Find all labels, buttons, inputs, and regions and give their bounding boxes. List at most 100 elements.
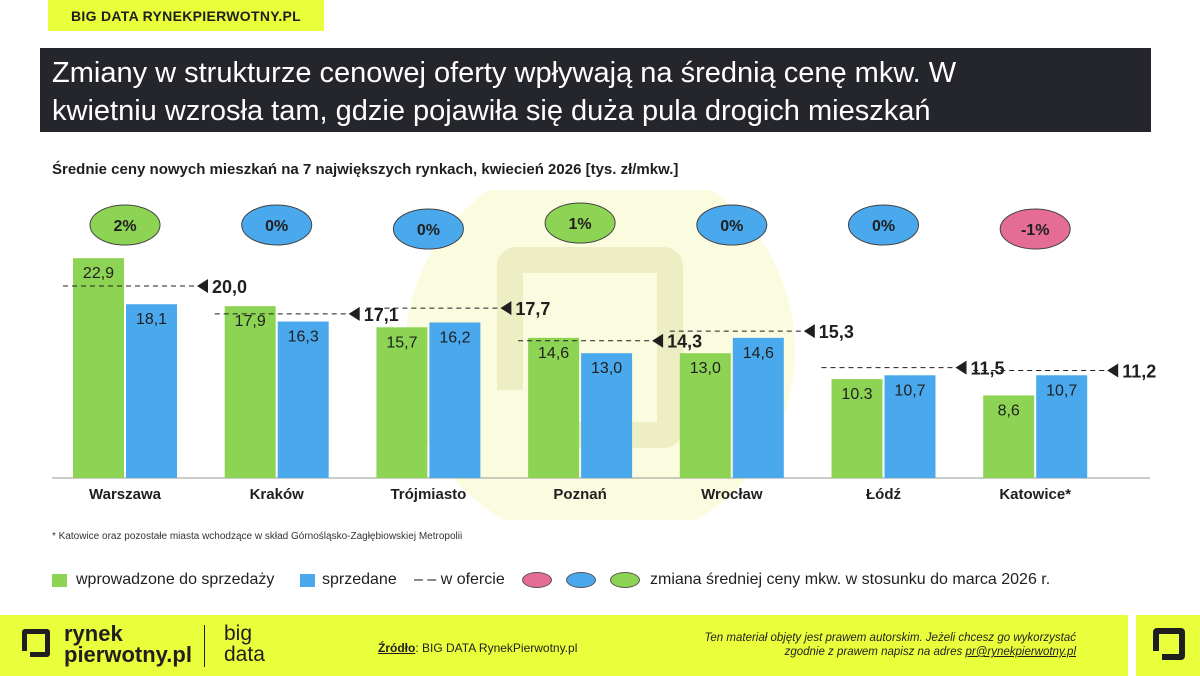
bar-introduced [224,306,276,478]
bar-sold [581,353,633,478]
bar-sold [429,322,481,478]
bar-sold [884,375,936,478]
source-text: : BIG DATA RynekPierwotny.pl [415,641,578,655]
data-label-sold: 10,7 [1046,382,1077,399]
data-label-introduced: 15,7 [386,334,417,351]
offer-arrow-icon [348,306,360,321]
legend-label-introduced: wprowadzone do sprzedaży [76,571,275,588]
chart-title: Średnie ceny nowych mieszkań na 7 najwię… [52,161,679,178]
copyright-line-1: Ten materiał objęty jest prawem autorski… [704,632,1076,644]
bar-introduced [528,337,580,478]
legend-ellipse-neutral [566,572,596,588]
change-badge [392,208,464,250]
logo-line-2: pierwotny.pl [64,642,192,667]
change-badge [544,202,616,244]
data-label-introduced: 13,0 [690,360,721,377]
corner-separator [1128,615,1136,676]
bar-introduced [376,327,428,478]
bar-sold [277,321,329,478]
title-line-2: kwietniu wzrosła tam, gdzie pojawiła się… [52,95,931,127]
change-badge-label: 0% [265,218,288,235]
data-label-sold: 10,7 [894,382,925,399]
offer-value-label: 14,3 [667,332,702,352]
page-title: Zmiany w strukturze cenowej oferty wpływ… [40,48,1151,132]
bar-sold [732,337,784,478]
offer-arrow-icon [197,279,208,293]
change-badge-label: 0% [720,218,743,235]
data-label-introduced: 22,9 [83,265,114,282]
offer-value-label: 15,3 [819,322,854,342]
logo-icon-cut [18,651,30,663]
change-badge-label: 1% [569,216,592,233]
data-label-sold: 14,6 [743,345,774,362]
data-label-sold: 18,1 [136,311,167,328]
data-label-introduced: 10.3 [841,386,872,403]
legend-label-change: zmiana średniej ceny mkw. w stosunku do … [650,571,1051,588]
change-badge-label: 2% [113,218,136,235]
offer-value-label: 17,1 [364,305,399,325]
copyright-email-link[interactable]: pr@rynekpierwotny.pl [965,646,1076,658]
change-badge [696,204,768,246]
big-data-line-2: data [224,643,265,666]
offer-arrow-icon [803,324,815,339]
change-badge-label: -1% [1021,222,1049,239]
bar-sold [126,304,177,478]
data-label-introduced: 17,9 [235,313,266,330]
change-badge-label: 0% [417,222,440,239]
copyright-notice: Ten materiał objęty jest prawem autorski… [636,631,1076,659]
copyright-line-2: zgodnie z prawem napisz na adres [784,646,966,658]
legend-label-offer: – – w ofercie [414,571,505,588]
footer: rynek pierwotny.pl big data Źródło: BIG … [0,615,1200,676]
bar-introduced [73,258,124,478]
category-label: Poznań [553,486,606,503]
corner-logo-icon-cut [1148,651,1162,665]
offer-arrow-icon [955,360,967,375]
bar-chart: 22,9 18,1 20,0 Warszawa 2% 17,9 16,3 17,1 Kraków… [52,190,1156,520]
title-line-1: Zmiany w strukturze cenowej oferty wpływ… [52,57,957,89]
legend-ellipse-negative [522,572,552,588]
category-label: Wrocław [701,486,763,503]
offer-arrow-icon [1107,363,1119,378]
category-label: Katowice* [999,486,1071,503]
source-label: Źródło [378,641,416,655]
legend-label-sold: sprzedane [322,571,397,588]
legend-swatch-sold [300,574,315,587]
data-label-sold: 13,0 [591,360,622,377]
corner-logo [1136,615,1200,676]
bar-sold [1036,375,1088,478]
logo-icon [22,629,50,657]
legend: wprowadzone do sprzedaży sprzedane – – w… [52,566,1152,596]
bar-introduced [679,353,731,478]
bar-introduced [983,395,1035,478]
offer-value-label: 20,0 [212,277,247,297]
category-label: Trójmiasto [390,486,466,503]
change-badge [848,204,919,246]
offer-arrow-icon [652,333,664,348]
big-data-logo: big data [224,623,265,665]
source: Źródło: BIG DATA RynekPierwotny.pl [378,641,577,655]
change-badge [999,208,1071,250]
data-label-introduced: 8,6 [998,402,1020,419]
offer-arrow-icon [500,301,512,316]
footnote: * Katowice oraz pozostałe miasta wchodzą… [52,531,463,542]
big-data-line-1: big [224,622,253,645]
offer-value-label: 17,7 [515,299,550,319]
logo-text: rynek pierwotny.pl [64,621,192,667]
data-label-introduced: 14,6 [538,345,569,362]
offer-value-label: 11,5 [971,359,1005,379]
data-label-sold: 16,2 [439,329,470,346]
category-label: Łódź [866,486,901,503]
bar-introduced [831,379,883,478]
change-badge [241,204,313,246]
offer-value-label: 11,2 [1122,361,1156,381]
legend-swatch-introduced [52,574,67,587]
logo-divider [204,625,205,667]
logo-line-1: rynek [64,621,123,646]
legend-ellipse-positive [610,572,640,588]
corner-logo-icon [1153,628,1185,660]
change-badge-label: 0% [872,218,895,235]
data-label-sold: 16,3 [288,329,319,346]
category-label: Kraków [250,486,305,503]
change-badge [89,204,161,246]
category-label: Warszawa [89,486,162,503]
